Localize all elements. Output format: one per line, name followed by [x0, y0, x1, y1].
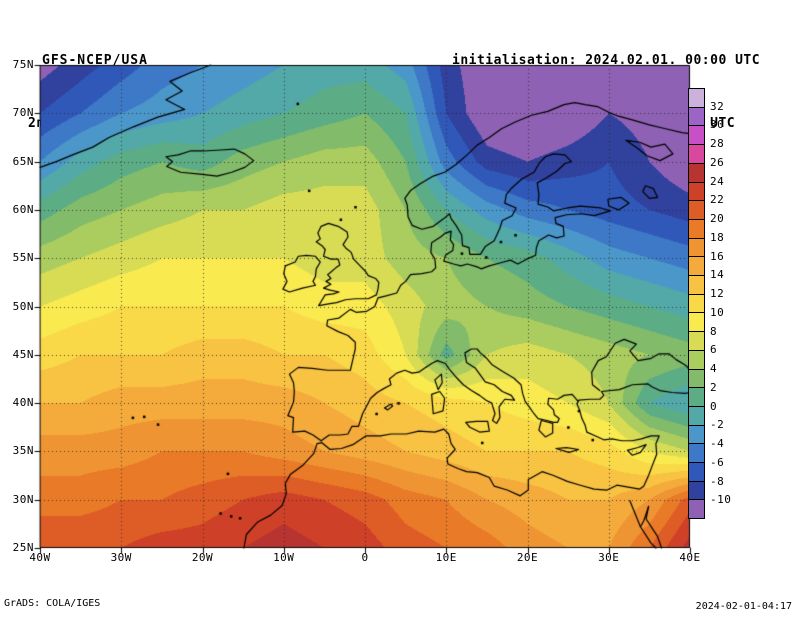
colorbar-label: 6	[710, 343, 718, 357]
colorbar-segment	[689, 368, 704, 388]
colorbar-segment	[689, 462, 704, 481]
colorbar-segment	[689, 89, 704, 107]
colorbar-label: -10	[710, 493, 732, 507]
colorbar-label: 24	[710, 174, 725, 188]
colorbar-label: 22	[710, 193, 725, 207]
lat-axis-label: 75N	[12, 58, 34, 71]
lon-axis-label: 10E	[435, 551, 457, 564]
lat-axis-label: 70N	[12, 106, 34, 120]
colorbar-segment	[689, 349, 704, 369]
lon-axis-label: 20E	[516, 551, 539, 564]
colorbar-segment	[689, 331, 704, 350]
lon-axis-label: 20W	[191, 551, 214, 564]
colorbar-segment	[689, 200, 704, 219]
lon-axis-label: 40W	[29, 551, 51, 564]
colorbar-segment	[689, 218, 704, 238]
colorbar-label: -6	[710, 455, 725, 469]
colorbar-segment	[689, 125, 704, 145]
lon-axis-label: 40E	[679, 551, 701, 564]
colorbar-label: 0	[710, 399, 718, 413]
lon-axis-label: 30E	[598, 551, 620, 564]
lat-axis-label: 40N	[12, 396, 34, 410]
colorbar-segment	[689, 181, 704, 201]
colorbar-segment	[689, 424, 704, 444]
colorbar-label: 32	[710, 99, 725, 113]
colorbar-segment	[689, 162, 704, 182]
lon-axis-label: 30W	[110, 551, 132, 564]
colorbar-segment	[689, 480, 704, 500]
colorbar-label: 14	[710, 268, 725, 282]
lat-axis-label: 50N	[12, 299, 34, 313]
colorbar-label: 2	[710, 380, 718, 394]
colorbar-label: 12	[710, 287, 725, 301]
colorbar	[688, 88, 705, 519]
colorbar-label: 8	[710, 324, 718, 338]
colorbar-segment	[689, 237, 704, 257]
colorbar-segment	[689, 106, 704, 126]
lat-axis-label: 35N	[12, 444, 34, 458]
colorbar-segment	[689, 387, 704, 406]
colorbar-label: 20	[710, 212, 725, 226]
colorbar-label: 4	[710, 362, 718, 376]
lat-axis-label: 25N	[12, 541, 34, 554]
grads-credit: GrADS: COLA/IGES	[4, 598, 101, 609]
colorbar-segment	[689, 144, 704, 163]
colorbar-label: 30	[710, 118, 725, 132]
colorbar-segment	[689, 256, 704, 276]
lat-axis-label: 65N	[12, 154, 34, 168]
generation-timestamp: 2024-02-01-04:17	[695, 601, 792, 612]
colorbar-label: -2	[710, 418, 725, 432]
colorbar-label: 26	[710, 155, 725, 169]
colorbar-label: 28	[710, 137, 725, 151]
colorbar-segment	[689, 275, 704, 294]
lat-axis-label: 60N	[12, 202, 34, 216]
colorbar-segment	[689, 312, 704, 332]
colorbar-segment	[689, 499, 704, 519]
lat-axis-label: 30N	[12, 492, 34, 506]
lon-axis-label: 0	[361, 551, 369, 564]
colorbar-label: 10	[710, 305, 725, 319]
colorbar-label: -8	[710, 474, 725, 488]
colorbar-label: 16	[710, 249, 725, 263]
colorbar-segment	[689, 443, 704, 463]
lat-axis-label: 55N	[12, 251, 34, 265]
lon-axis-label: 10W	[273, 551, 295, 564]
temperature-map-canvas	[32, 57, 698, 556]
colorbar-label: -4	[710, 437, 725, 451]
colorbar-segment	[689, 293, 704, 313]
colorbar-label: 18	[710, 230, 725, 244]
colorbar-segment	[689, 405, 704, 425]
lat-axis-label: 45N	[12, 347, 34, 361]
